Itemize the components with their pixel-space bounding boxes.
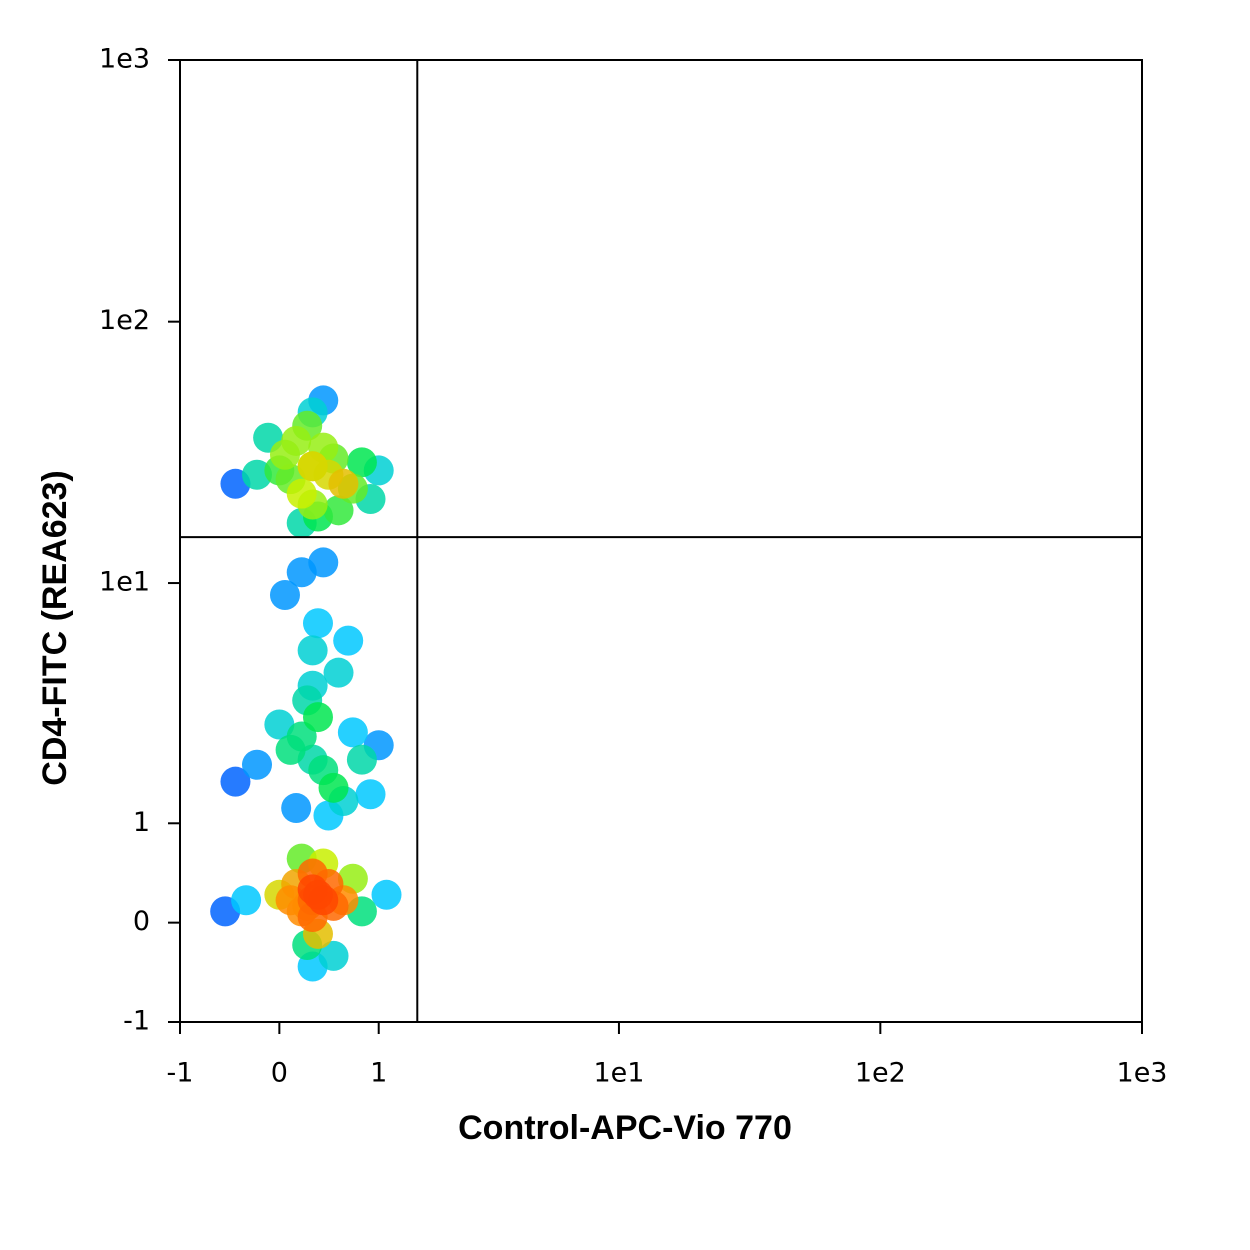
event-point — [297, 874, 328, 905]
y-tick-label: 1e3 — [99, 44, 150, 75]
event-point — [318, 940, 349, 971]
event-point — [220, 766, 251, 797]
plot-frame — [179, 59, 1143, 1023]
x-tick-label: 0 — [271, 1058, 288, 1089]
x-tick-label: 1e2 — [855, 1058, 906, 1089]
x-tick-label: 1e3 — [1117, 1058, 1168, 1089]
event-point — [264, 709, 295, 740]
points — [210, 385, 402, 982]
event-point — [269, 439, 300, 470]
event-point — [371, 879, 402, 910]
event-point — [275, 734, 306, 765]
event-point — [323, 495, 354, 526]
event-point — [231, 885, 262, 916]
y-tick-label: 1e1 — [99, 567, 150, 598]
event-point — [302, 608, 333, 639]
x-axis-title: Control-APC-Vio 770 — [458, 1109, 792, 1147]
x-tick-label: -1 — [167, 1058, 194, 1089]
event-point — [328, 468, 359, 499]
event-point — [346, 744, 377, 775]
event-point — [297, 451, 328, 482]
y-axis-title: CD4-FITC (REA623) — [36, 470, 74, 785]
event-point — [302, 702, 333, 733]
event-point — [346, 447, 377, 478]
event-point — [355, 779, 386, 810]
y-tick-label: 1e2 — [99, 305, 150, 336]
event-point — [241, 749, 272, 780]
event-point — [269, 579, 300, 610]
event-point — [281, 793, 312, 824]
event-point — [318, 772, 349, 803]
y-tick-label: 0 — [133, 906, 150, 937]
event-point — [241, 459, 272, 490]
y-tick-label: -1 — [123, 1006, 150, 1037]
x-tick-label: 1e1 — [593, 1058, 644, 1089]
event-point — [333, 625, 364, 656]
event-point — [286, 478, 317, 509]
x-tick-label: 1 — [370, 1058, 387, 1089]
event-point — [337, 717, 368, 748]
y-tick-label: 1 — [133, 807, 150, 838]
event-point — [286, 557, 317, 588]
event-point — [297, 635, 328, 666]
event-point — [323, 657, 354, 688]
